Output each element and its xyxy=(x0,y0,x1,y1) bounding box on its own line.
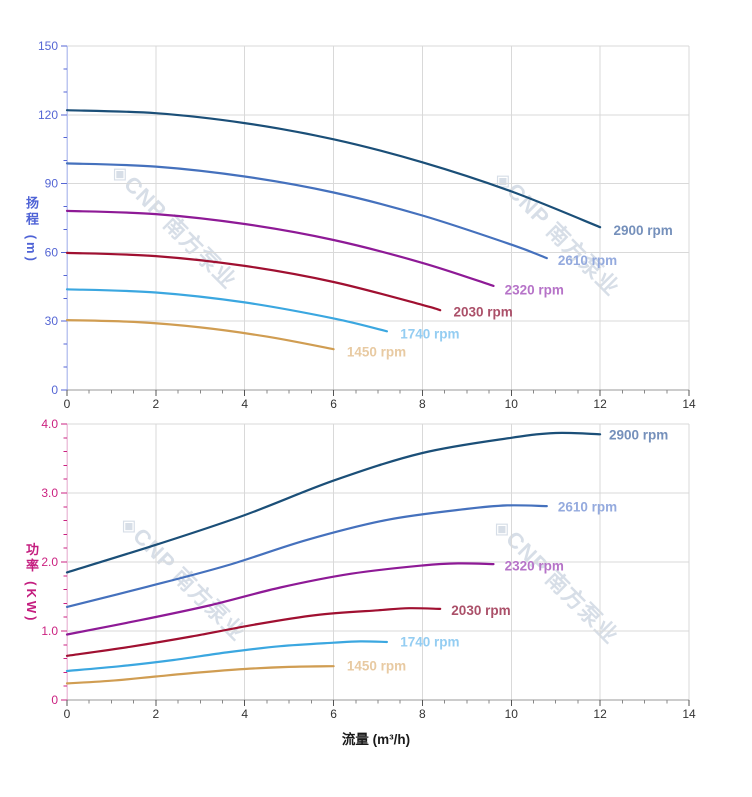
x-tick-label: 6 xyxy=(330,707,337,721)
series-label-1740-rpm: 1740 rpm xyxy=(400,326,459,341)
series-label-1450-rpm: 1450 rpm xyxy=(347,345,406,360)
y-tick-label: 3.0 xyxy=(41,486,58,500)
power-chart: 0 2 4 6 8 10 12 14 0 1.0 2.0 3.0 4.0 2900 rpm 2610 rpm… xyxy=(41,417,696,721)
series-label-1450-rpm: 1450 rpm xyxy=(347,659,406,674)
x-tick-label: 14 xyxy=(682,397,696,411)
series-curve-2610-rpm xyxy=(65,504,548,608)
series-label-2900-rpm: 2900 rpm xyxy=(614,223,673,238)
x-tick-label: 10 xyxy=(505,707,519,721)
series-label-2030-rpm: 2030 rpm xyxy=(454,305,513,320)
y-tick-label: 0 xyxy=(51,693,58,707)
series-label-2610-rpm: 2610 rpm xyxy=(558,253,617,268)
series-curve-2320-rpm xyxy=(65,562,495,636)
power-axis-title: 功率 (KW) xyxy=(24,542,39,624)
head-axis-title: 扬程 (m) xyxy=(24,196,39,264)
x-tick-label: 2 xyxy=(153,397,160,411)
y-tick-label: 2.0 xyxy=(41,555,58,569)
y-tick-label: 0 xyxy=(51,383,58,397)
series-label-1740-rpm: 1740 rpm xyxy=(400,635,459,650)
series-label-2320-rpm: 2320 rpm xyxy=(505,283,564,298)
y-tick-label: 150 xyxy=(38,39,58,53)
x-tick-label: 14 xyxy=(682,707,696,721)
x-tick-label: 0 xyxy=(64,707,71,721)
x-tick-label: 12 xyxy=(593,707,607,721)
series-curve-2030-rpm xyxy=(65,607,442,657)
y-tick-label: 30 xyxy=(45,314,59,328)
series-curve-1740-rpm xyxy=(65,640,388,673)
series-curve-2320-rpm xyxy=(65,209,495,287)
series-label-2610-rpm: 2610 rpm xyxy=(558,499,617,514)
x-tick-label: 2 xyxy=(153,707,160,721)
series-curve-2030-rpm xyxy=(65,251,442,312)
y-tick-label: 1.0 xyxy=(41,624,58,638)
series-curve-1450-rpm xyxy=(65,319,335,351)
series-curve-2900-rpm xyxy=(65,109,602,229)
series-label-2320-rpm: 2320 rpm xyxy=(505,559,564,574)
x-tick-label: 8 xyxy=(419,397,426,411)
series-curve-2610-rpm xyxy=(65,162,548,260)
series-label-2900-rpm: 2900 rpm xyxy=(609,428,668,443)
series-curve-1450-rpm xyxy=(65,665,335,685)
series-curve-2900-rpm xyxy=(65,431,602,574)
y-tick-label: 4.0 xyxy=(41,417,58,431)
series-curve-1740-rpm xyxy=(65,288,388,333)
x-tick-label: 6 xyxy=(330,397,337,411)
y-tick-label: 90 xyxy=(45,177,59,191)
head-chart: 0 2 4 6 8 10 12 14 0 30 60 90 120 150 2900 rpm 2610 rpm… xyxy=(38,39,696,411)
series-label-2030-rpm: 2030 rpm xyxy=(451,603,510,618)
x-tick-label: 4 xyxy=(241,397,248,411)
flow-axis-title: 流量 (m³/h) xyxy=(341,732,411,747)
x-tick-label: 10 xyxy=(505,397,519,411)
x-tick-label: 8 xyxy=(419,707,426,721)
x-tick-label: 4 xyxy=(241,707,248,721)
y-tick-label: 60 xyxy=(45,245,59,259)
x-tick-label: 12 xyxy=(593,397,607,411)
y-tick-label: 120 xyxy=(38,108,58,122)
x-tick-label: 0 xyxy=(64,397,71,411)
